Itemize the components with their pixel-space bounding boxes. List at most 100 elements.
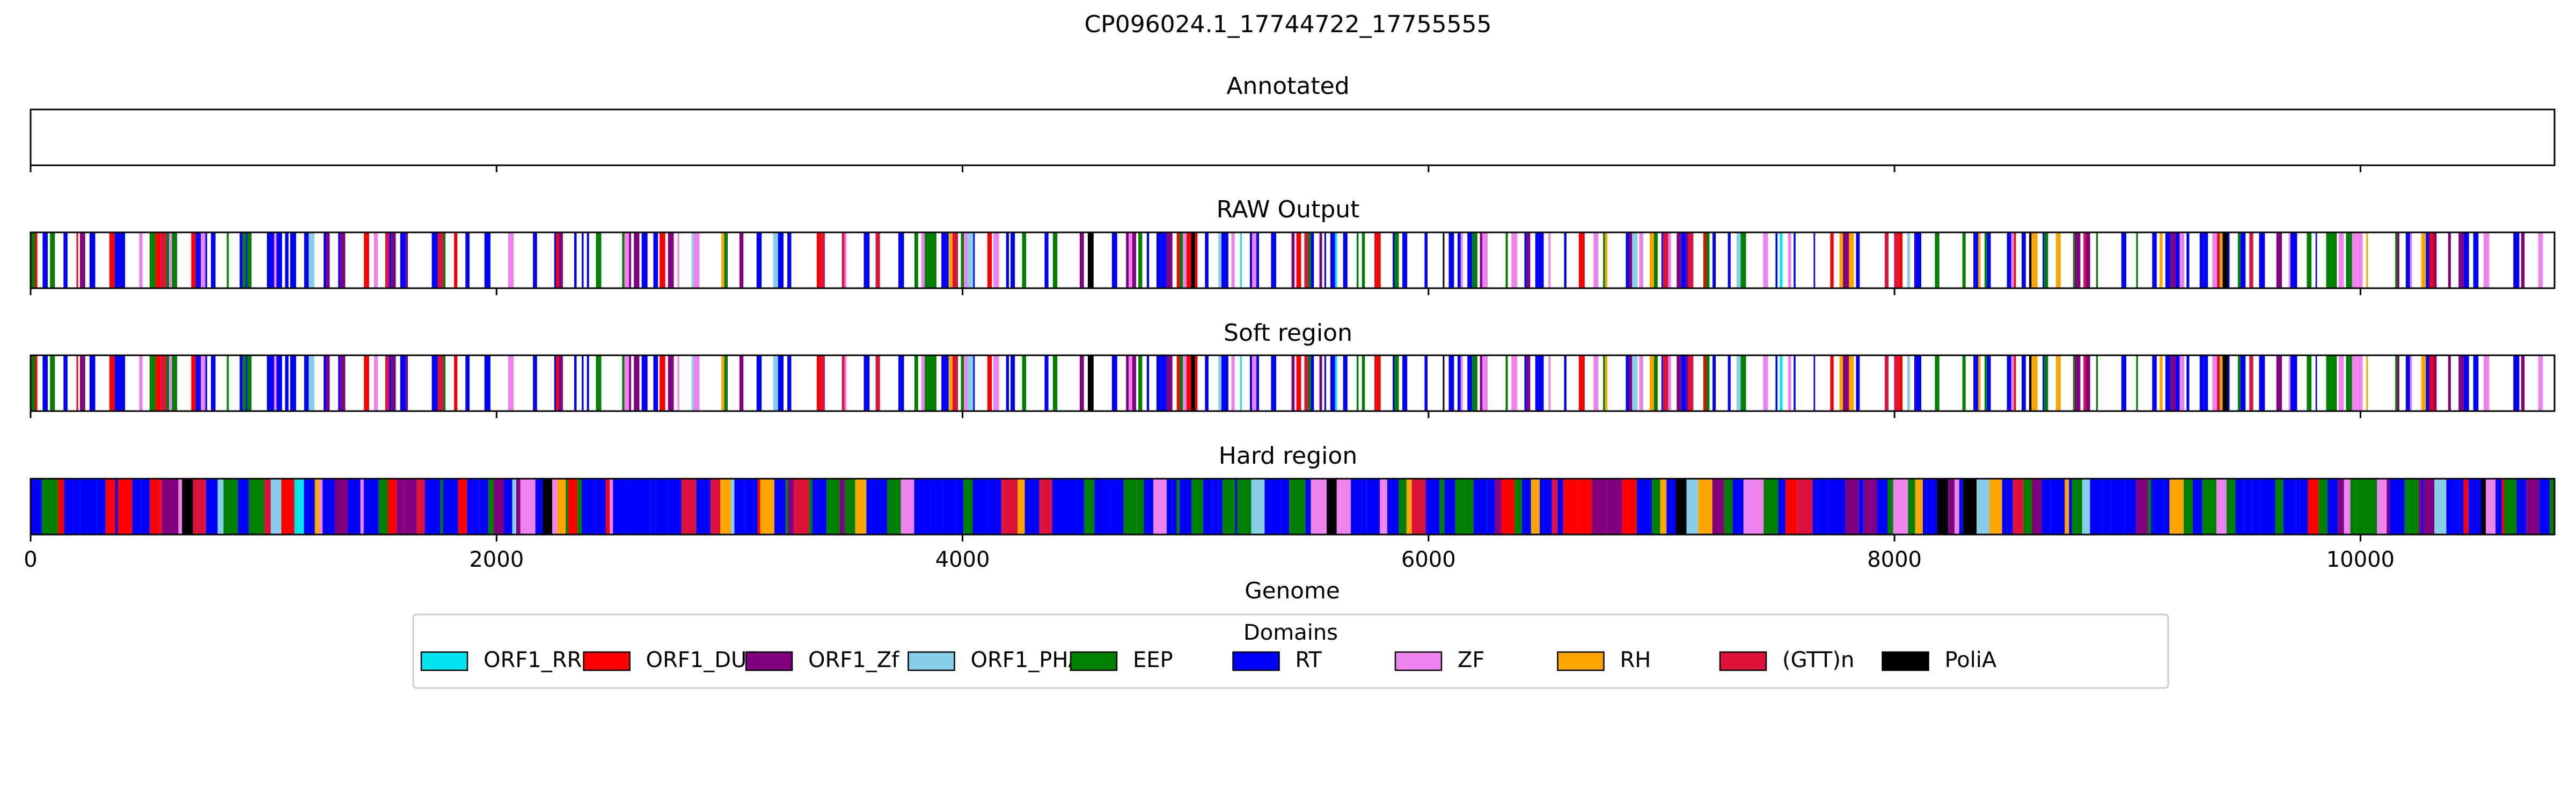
domain-bar-hard (1877, 479, 1888, 535)
domain-bar-hard (1563, 479, 1578, 535)
domain-bar-hard (1915, 479, 1923, 535)
domain-bar-hard (42, 479, 58, 535)
domain-bar-raw (267, 232, 271, 288)
panel-hard-region: Hard region (30, 442, 2556, 541)
domain-bar-hard (2463, 479, 2469, 535)
domain-bar-soft (149, 355, 152, 411)
domain-bar-soft (653, 355, 658, 411)
domain-bar-soft (1132, 355, 1136, 411)
domain-bar-raw (1593, 232, 1599, 288)
domain-bar-hard (1039, 479, 1052, 535)
domain-bar-raw (1482, 232, 1488, 288)
domain-bar-soft (2160, 355, 2163, 411)
domain-bar-hard (1387, 479, 1391, 535)
domain-bar-raw (574, 232, 577, 288)
domain-bar-hard (566, 479, 568, 535)
domain-bar-hard (472, 479, 479, 535)
domain-bar-raw (1535, 232, 1539, 288)
domain-bar-raw (80, 232, 83, 288)
domain-bar-soft (1079, 355, 1084, 411)
domain-bar-hard (1763, 479, 1779, 535)
domain-bar-raw (76, 232, 78, 288)
domain-bar-hard (1237, 479, 1252, 535)
legend-swatch (583, 651, 631, 671)
domain-bar-raw (1639, 232, 1643, 288)
domain-bar-soft (841, 355, 845, 411)
domain-bar-hard (503, 479, 513, 535)
domain-bar-soft (172, 355, 178, 411)
domain-bar-hard (2082, 479, 2090, 535)
domain-bar-hard (467, 479, 473, 535)
domain-bar-raw (2043, 232, 2045, 288)
domain-bar-soft (2513, 355, 2520, 411)
domain-bar-hard (206, 479, 218, 535)
domain-bar-soft (1632, 355, 1638, 411)
domain-bar-hard (1948, 479, 1955, 535)
domain-bar-soft (1460, 355, 1463, 411)
domain-bar-raw (641, 232, 648, 288)
domain-bar-raw (1987, 232, 1991, 288)
domain-bar-soft (1146, 355, 1150, 411)
domain-bar-soft (2290, 355, 2293, 411)
domain-bar-soft (508, 355, 514, 411)
domain-bar-raw (1706, 232, 1710, 288)
domain-bar-soft (1335, 355, 1337, 411)
domain-bar-hard (1366, 479, 1380, 535)
domain-bar-raw (2288, 232, 2290, 288)
domain-bar-soft (2074, 355, 2081, 411)
domain-bar-raw (624, 232, 630, 288)
domain-bar-hard (2300, 479, 2308, 535)
domain-bar-raw (1111, 232, 1117, 288)
domain-bar-hard (440, 479, 443, 535)
domain-bar-soft (243, 355, 246, 411)
domain-bar-raw (964, 232, 968, 288)
domain-bar-hard (2259, 479, 2275, 535)
domain-bar-raw (2136, 232, 2138, 288)
domain-bar-soft (1176, 355, 1180, 411)
domain-bar-soft (2395, 355, 2397, 411)
domain-bar-soft (1884, 355, 1889, 411)
domain-bar-soft (50, 355, 55, 411)
domain-bar-hard (1778, 479, 1786, 535)
domain-bar-raw (2366, 232, 2368, 288)
domain-bar-soft (340, 355, 346, 411)
domain-bar-raw (1973, 232, 1975, 288)
x-tick-labels: 0 2000 4000 6000 8000 10000 (24, 547, 2395, 572)
domain-bar-soft (1661, 355, 1663, 411)
x-tick-label: 10000 (2326, 547, 2395, 572)
domain-bar-soft (816, 355, 821, 411)
domain-bar-raw (1649, 232, 1654, 288)
domain-bar-raw (151, 232, 156, 288)
domain-bar-hard (1858, 479, 1864, 535)
domain-bar-hard (334, 479, 348, 535)
domain-bar-raw (946, 232, 949, 288)
domain-bar-raw (2204, 232, 2208, 288)
domain-bar-hard (1578, 479, 1592, 535)
domain-bar-raw (1231, 232, 1235, 288)
domain-bar-raw (391, 232, 396, 288)
domain-bar-hard (746, 479, 754, 535)
domain-bar-soft (80, 355, 83, 411)
domain-bar-soft (1187, 355, 1191, 411)
domain-bar-soft (1686, 355, 1688, 411)
domain-bar-hard (248, 479, 265, 535)
domain-bar-raw (968, 232, 974, 288)
domain-bar-soft (2237, 355, 2241, 411)
domain-bar-soft (239, 355, 243, 411)
domain-bar-soft (1511, 355, 1517, 411)
x-tick-label: 6000 (1401, 547, 1456, 572)
domain-bar-raw (1296, 232, 1301, 288)
domain-bar-soft (1221, 355, 1226, 411)
domain-bar-raw (1356, 232, 1359, 288)
domain-bar-raw (2031, 232, 2038, 288)
domain-bar-hard (1153, 479, 1167, 535)
domain-bar-hard (2072, 479, 2082, 535)
domain-bar-raw (1402, 232, 1408, 288)
domain-bar-raw (1256, 232, 1260, 288)
domain-bar-soft (63, 355, 68, 411)
domain-bar-raw (2170, 232, 2176, 288)
domain-bar-hard (1473, 479, 1480, 535)
domain-bar-soft (556, 355, 559, 411)
domain-bar-soft (1377, 355, 1381, 411)
domain-bar-hard (681, 479, 697, 535)
